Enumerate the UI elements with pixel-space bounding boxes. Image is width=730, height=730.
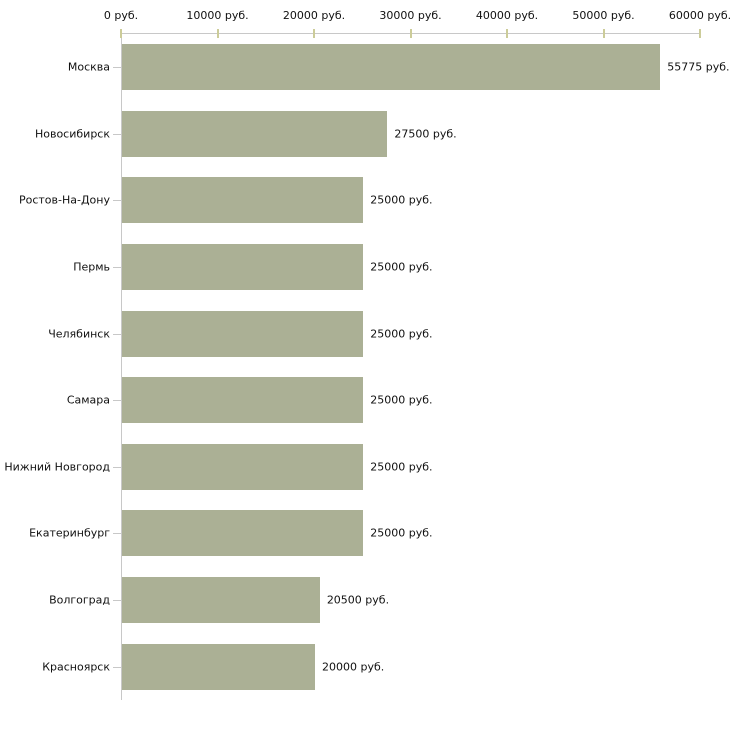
bar <box>122 377 364 424</box>
category-label: Ростов-На-Дону <box>18 193 110 207</box>
bar-row: Волгоград 20500 руб. <box>49 567 701 634</box>
value-label: 55775 руб. <box>667 60 730 74</box>
category-label: Самара <box>66 393 110 407</box>
x-axis-tick-mark <box>699 29 701 38</box>
bar-row: Нижний Новгород 25000 руб. <box>4 434 701 501</box>
bar <box>122 510 364 557</box>
category-label: Волгоград <box>49 593 110 607</box>
bar-row: Ростов-На-Дону 25000 руб. <box>19 167 701 234</box>
bar <box>122 643 315 690</box>
bar-row: Челябинск 25000 руб. <box>48 300 701 367</box>
value-label: 25000 руб. <box>370 327 433 341</box>
value-label: 25000 руб. <box>370 260 433 274</box>
category-label: Москва <box>67 60 110 74</box>
x-axis-tick-mark <box>409 29 412 38</box>
value-label: 25000 руб. <box>370 526 433 540</box>
y-axis-tick-mark <box>113 267 121 269</box>
bar <box>122 177 364 224</box>
x-axis-tick-label: 60000 руб. <box>668 9 730 22</box>
x-axis-tick-label: 50000 руб. <box>572 9 635 22</box>
x-axis-tick-mark <box>313 29 315 38</box>
x-axis-tick-mark <box>506 29 508 38</box>
y-axis-tick-mark <box>113 333 121 335</box>
category-label: Красноярск <box>42 660 110 674</box>
x-axis-tick-label: 20000 руб. <box>282 9 346 22</box>
bar <box>122 244 364 291</box>
bar-row: Екатеринбург 25000 руб. <box>29 500 701 567</box>
bar-row: Пермь 25000 руб. <box>73 234 701 301</box>
y-axis-tick-mark <box>113 533 121 535</box>
x-axis-tick-mark <box>602 29 605 38</box>
value-label: 25000 руб. <box>370 393 433 407</box>
y-axis-tick-mark <box>113 67 121 69</box>
bar-row: Самара 25000 руб. <box>67 367 701 434</box>
bar-row: Новосибирск 27500 руб. <box>35 101 701 168</box>
y-axis-line <box>121 33 122 700</box>
value-label: 25000 руб. <box>370 193 433 207</box>
y-axis-tick-mark <box>113 400 121 402</box>
x-axis-tick-label: 30000 руб. <box>379 9 442 22</box>
bar <box>122 443 364 490</box>
y-axis-tick-mark <box>113 466 121 468</box>
category-label: Пермь <box>73 260 110 274</box>
y-axis-tick-mark <box>113 600 121 602</box>
x-axis-tick-label: 0 руб. <box>103 9 139 22</box>
plot-area: Москва 55775 руб. Новосибирск 27500 руб. Рос… <box>4 34 729 700</box>
value-label: 25000 руб. <box>370 460 433 474</box>
category-label: Екатеринбург <box>29 526 110 540</box>
bar <box>122 310 364 357</box>
y-axis-tick-mark <box>113 133 121 135</box>
bar <box>122 44 661 91</box>
bar <box>122 110 388 157</box>
y-axis-tick-mark <box>113 200 121 202</box>
y-axis-tick-mark <box>113 666 121 668</box>
x-axis-tick-mark <box>120 29 122 38</box>
bar <box>122 577 320 624</box>
category-label: Нижний Новгород <box>4 460 110 474</box>
x-axis-tick-mark <box>216 29 219 38</box>
value-label: 27500 руб. <box>394 127 457 141</box>
value-label: 20000 руб. <box>322 660 385 674</box>
value-label: 20500 руб. <box>326 593 390 607</box>
x-axis-tick-label: 40000 руб. <box>475 9 539 22</box>
category-label: Челябинск <box>48 327 110 341</box>
bar-row: Красноярск 20000 руб. <box>42 633 701 700</box>
category-label: Новосибирск <box>34 127 110 141</box>
x-axis-tick-label: 10000 руб. <box>186 9 249 22</box>
bar-row: Москва 55775 руб. <box>68 34 729 101</box>
